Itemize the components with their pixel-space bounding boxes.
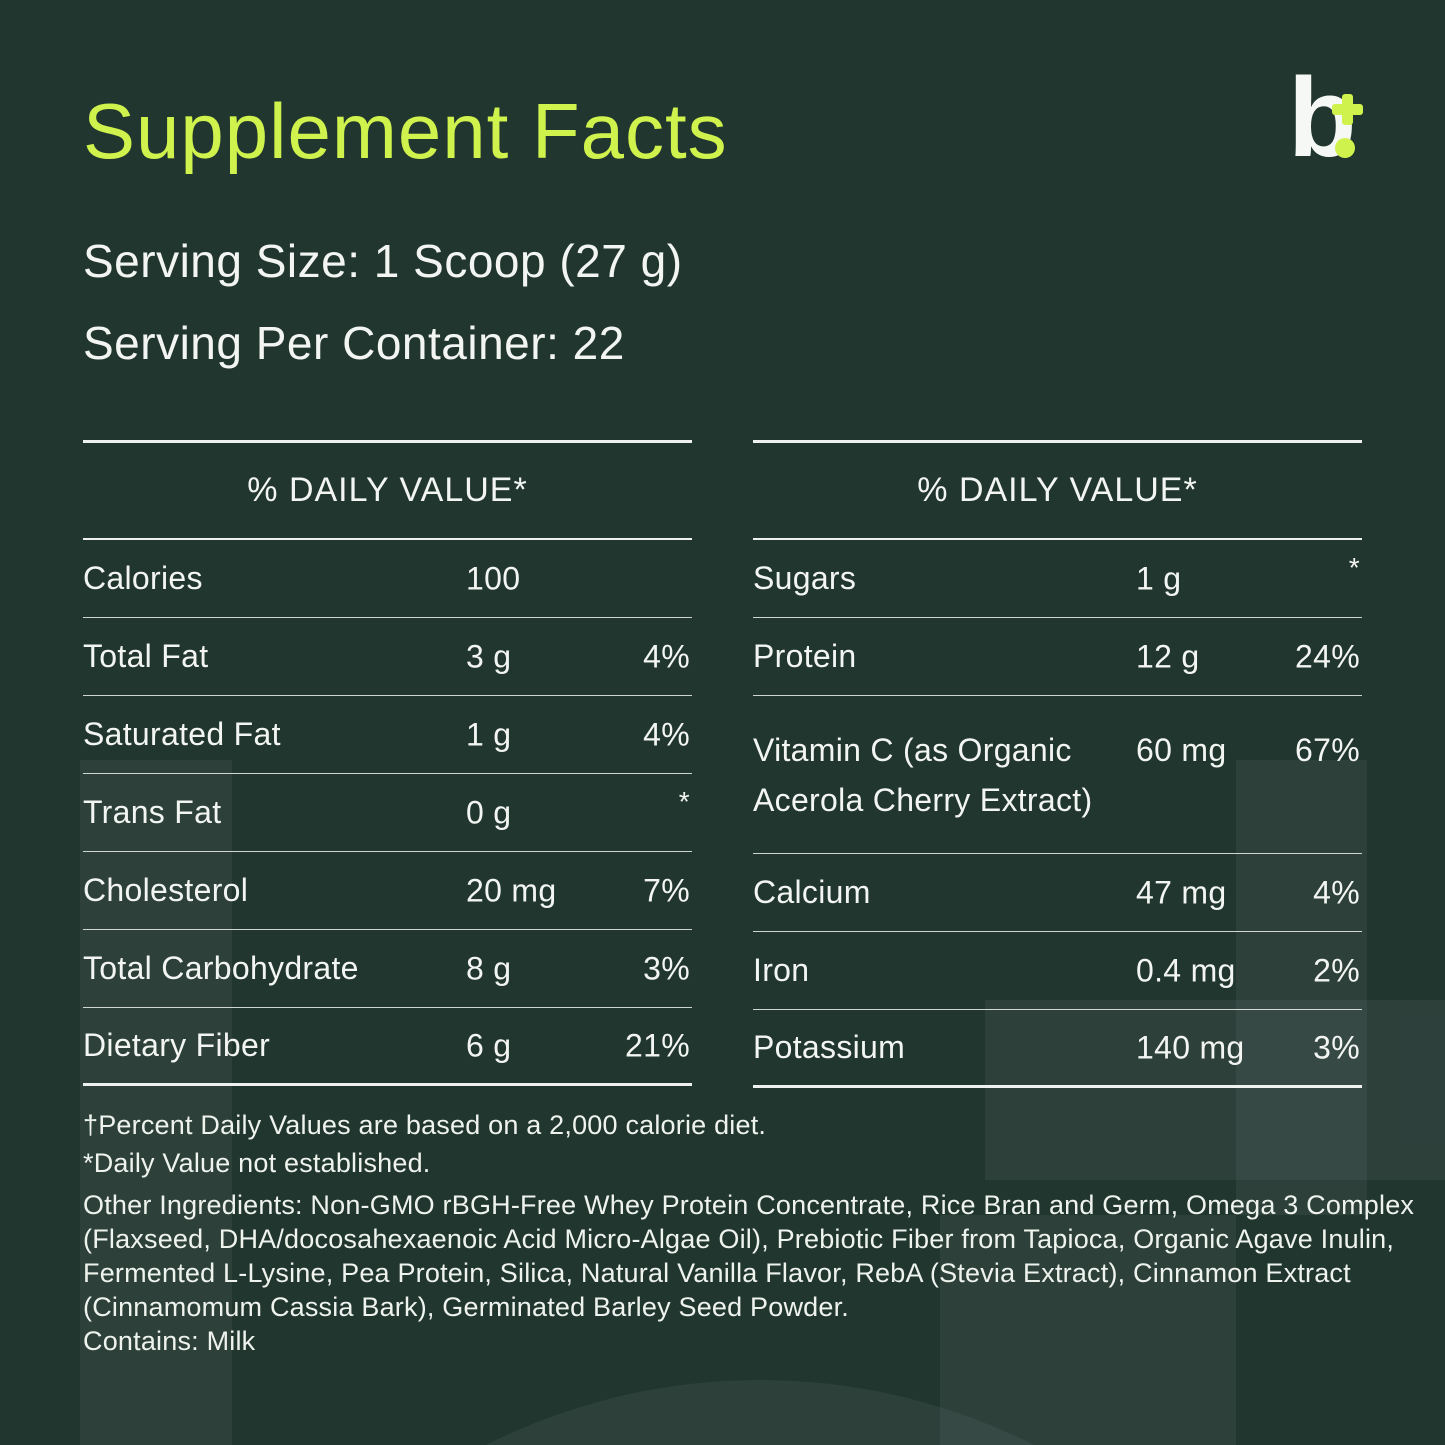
table-row-sugars: Sugars 1 g * [753,540,1362,618]
table-header: % DAILY VALUE* [753,443,1362,540]
row-percent: 4% [1313,874,1360,910]
row-amount: 1 g [1136,560,1182,596]
plus-icon-horizontal-bar [1332,104,1363,115]
other-ingredients: Other Ingredients: Non-GMO rBGH-Free Whe… [83,1188,1414,1324]
row-percent: 4% [643,716,690,752]
table-row-vitamin-c: Vitamin C (as Organic Acerola Cherry Ext… [753,696,1362,854]
watermark-plus-vertical [1236,760,1367,1215]
table-row-total-carbohydrate: Total Carbohydrate 8 g 3% [83,930,692,1008]
row-amount: 0 g [466,794,512,830]
row-amount: 60 mg [1136,732,1227,768]
table-row-dietary-fiber: Dietary Fiber 6 g 21% [83,1008,692,1086]
table-row-trans-fat: Trans Fat 0 g * [83,774,692,852]
row-amount: 1 g [466,716,512,752]
logo-dot-icon [1335,138,1355,158]
table-row-calcium: Calcium 47 mg 4% [753,854,1362,932]
row-percent: 3% [643,950,690,986]
table-row-cholesterol: Cholesterol 20 mg 7% [83,852,692,930]
row-label: Dietary Fiber [83,1026,271,1063]
row-amount: 6 g [466,1027,512,1063]
row-percent: 67% [1295,732,1360,768]
page-title: Supplement Facts [83,87,728,175]
brand-logo: b [1288,62,1408,181]
watermark-dot-block [940,1215,1236,1445]
footnote-not-established: *Daily Value not established. [83,1148,431,1178]
row-percent: 24% [1295,638,1360,674]
row-amount: 3 g [466,638,512,674]
footnote-daily-value: †Percent Daily Values are based on a 2,0… [83,1110,767,1140]
row-percent: 21% [625,1027,690,1063]
contains-note: Contains: Milk [83,1326,256,1356]
row-label: Total Fat [83,637,209,674]
row-percent: * [1348,552,1360,583]
row-percent: 3% [1313,1029,1360,1065]
nutrition-table-right: % DAILY VALUE* Sugars 1 g * Protein 12 g… [753,440,1362,1088]
row-label: Vitamin C (as Organic Acerola Cherry Ext… [753,732,1093,818]
plus-icon [1332,94,1363,125]
row-label: Protein [753,637,857,674]
row-label: Potassium [753,1028,906,1065]
row-label: Iron [753,951,810,988]
ingredients-line: (Cinnamomum Cassia Bark), Germinated Bar… [83,1292,850,1322]
row-amount: 100 [466,560,521,596]
row-label: Saturated Fat [83,715,281,752]
row-label: Sugars [753,559,857,596]
watermark-plus-horizontal [985,1000,1445,1180]
row-label: Trans Fat [83,793,222,830]
table-row-protein: Protein 12 g 24% [753,618,1362,696]
row-label: Calcium [753,873,871,910]
table-row-saturated-fat: Saturated Fat 1 g 4% [83,696,692,774]
table-row-calories: Calories 100 [83,540,692,618]
watermark-b-stem [80,760,232,1445]
row-percent: 2% [1313,952,1360,988]
serving-size-text: Serving Size: 1 Scoop (27 g) [83,235,683,287]
table-row-potassium: Potassium 140 mg 3% [753,1010,1362,1088]
table-header: % DAILY VALUE* [83,443,692,540]
ingredients-line: Other Ingredients: Non-GMO rBGH-Free Whe… [83,1190,1415,1220]
row-percent: 4% [643,638,690,674]
row-amount: 47 mg [1136,874,1227,910]
ingredients-line: (Flaxseed, DHA/docosahexaenoic Acid Micr… [83,1224,1395,1254]
row-percent: 7% [643,872,690,908]
row-amount: 20 mg [466,872,557,908]
row-amount: 0.4 mg [1136,952,1236,988]
row-percent: * [678,786,690,817]
row-amount: 8 g [466,950,512,986]
table-row-iron: Iron 0.4 mg 2% [753,932,1362,1010]
row-amount: 140 mg [1136,1029,1245,1065]
row-label: Cholesterol [83,871,249,908]
row-label: Total Carbohydrate [83,949,359,986]
servings-per-container-text: Serving Per Container: 22 [83,317,625,369]
row-label: Calories [83,559,203,596]
nutrition-table-left: % DAILY VALUE* Calories 100 Total Fat 3 … [83,440,692,1086]
ingredients-line: Fermented L-Lysine, Pea Protein, Silica,… [83,1258,1351,1288]
table-row-total-fat: Total Fat 3 g 4% [83,618,692,696]
row-amount: 12 g [1136,638,1200,674]
